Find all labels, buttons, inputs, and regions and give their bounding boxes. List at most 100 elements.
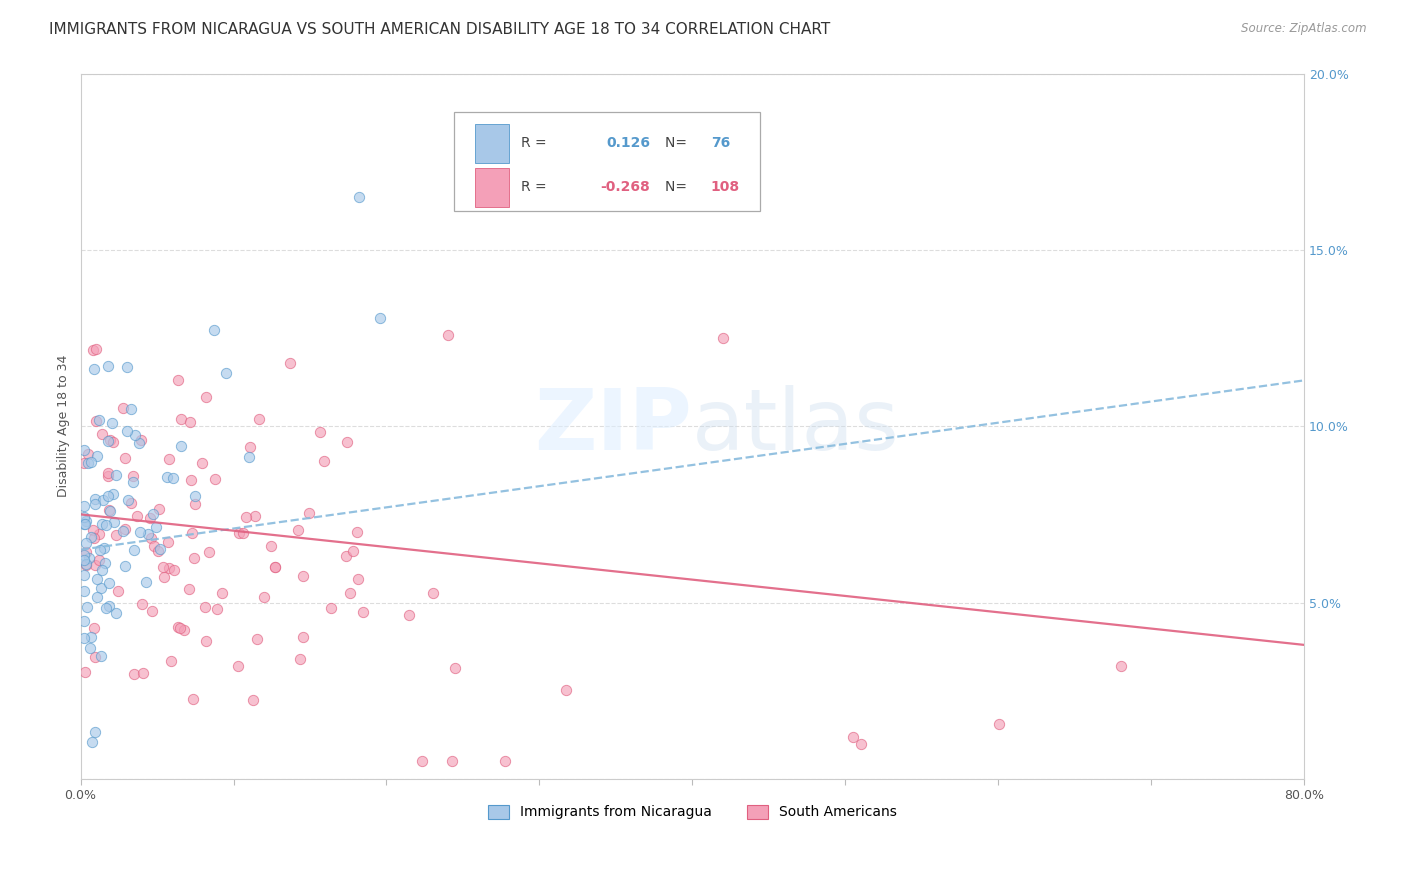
- Point: [170, 412, 193, 426]
- Point: [75, 558, 97, 573]
- Point: [77, 550, 100, 565]
- Point: [169, 621, 191, 635]
- Point: [114, 559, 136, 574]
- Point: [103, 515, 125, 529]
- Point: [120, 496, 142, 510]
- Point: [83, 531, 105, 545]
- Point: [86, 414, 108, 428]
- Point: [114, 451, 136, 466]
- Text: atlas: atlas: [692, 384, 900, 467]
- Point: [86, 591, 108, 605]
- Point: [91, 427, 114, 442]
- Point: [86, 449, 108, 463]
- Point: [122, 542, 145, 557]
- Point: [122, 475, 145, 490]
- Point: [131, 598, 153, 612]
- Point: [235, 510, 257, 524]
- Point: [336, 434, 359, 449]
- Point: [76, 599, 98, 614]
- Point: [228, 526, 250, 541]
- Point: [232, 526, 254, 541]
- Text: IMMIGRANTS FROM NICARAGUA VS SOUTH AMERICAN DISABILITY AGE 18 TO 34 CORRELATION : IMMIGRANTS FROM NICARAGUA VS SOUTH AMERI…: [49, 22, 831, 37]
- Point: [159, 452, 181, 467]
- Point: [120, 401, 142, 416]
- Point: [117, 492, 139, 507]
- Text: 0.126: 0.126: [607, 136, 651, 151]
- Point: [94, 517, 117, 532]
- Point: [128, 436, 150, 450]
- Point: [194, 600, 217, 615]
- Point: [263, 560, 285, 574]
- Point: [179, 415, 201, 429]
- Point: [80, 734, 103, 748]
- FancyBboxPatch shape: [475, 124, 509, 162]
- Point: [82, 524, 104, 538]
- Point: [72, 516, 94, 531]
- Point: [166, 372, 188, 386]
- Point: [156, 470, 179, 484]
- Text: R =: R =: [522, 180, 551, 194]
- Point: [422, 586, 444, 600]
- Point: [97, 502, 120, 516]
- Point: [183, 497, 205, 511]
- Point: [287, 523, 309, 537]
- Point: [107, 584, 129, 599]
- Point: [143, 539, 166, 553]
- Point: [211, 585, 233, 599]
- Point: [79, 641, 101, 656]
- FancyBboxPatch shape: [454, 112, 759, 211]
- Point: [290, 651, 312, 665]
- Point: [72, 568, 94, 582]
- Point: [239, 440, 262, 454]
- Point: [246, 632, 269, 646]
- Point: [75, 545, 97, 559]
- Point: [87, 553, 110, 567]
- Point: [112, 401, 135, 415]
- Point: [191, 456, 214, 470]
- Point: [91, 493, 114, 508]
- Point: [75, 514, 97, 528]
- Point: [77, 447, 100, 461]
- Point: [139, 511, 162, 525]
- Point: [179, 582, 201, 596]
- Point: [97, 489, 120, 503]
- Point: [94, 600, 117, 615]
- Point: [148, 502, 170, 516]
- Point: [97, 469, 120, 483]
- Point: [494, 754, 516, 768]
- Point: [129, 525, 152, 540]
- Point: [1109, 659, 1132, 673]
- Point: [157, 534, 180, 549]
- Point: [83, 650, 105, 665]
- Point: [80, 530, 103, 544]
- Point: [83, 362, 105, 376]
- Point: [73, 548, 96, 562]
- Point: [215, 367, 238, 381]
- Point: [163, 563, 186, 577]
- Text: R =: R =: [522, 136, 551, 151]
- Point: [105, 468, 128, 483]
- Point: [141, 604, 163, 618]
- Point: [226, 658, 249, 673]
- Point: [849, 737, 872, 751]
- Point: [72, 509, 94, 524]
- Point: [83, 621, 105, 635]
- Point: [711, 331, 734, 345]
- Point: [79, 455, 101, 469]
- Point: [173, 624, 195, 638]
- Point: [84, 491, 107, 506]
- Point: [115, 424, 138, 438]
- Point: [72, 499, 94, 513]
- Point: [112, 524, 135, 538]
- Point: [183, 551, 205, 566]
- Point: [75, 536, 97, 550]
- Point: [181, 691, 204, 706]
- Point: [101, 416, 124, 430]
- Point: [97, 575, 120, 590]
- Point: [352, 605, 374, 619]
- Point: [93, 556, 115, 570]
- Point: [90, 582, 112, 596]
- Point: [97, 466, 120, 480]
- Point: [152, 560, 174, 574]
- Point: [96, 359, 118, 374]
